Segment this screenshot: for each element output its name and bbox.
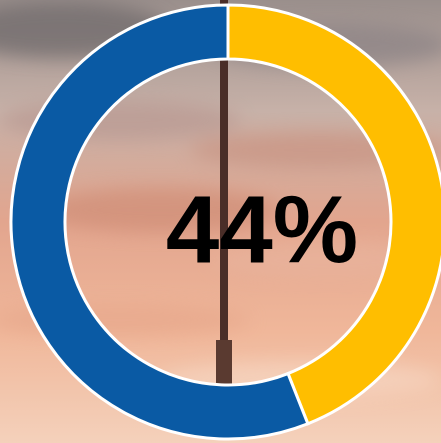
donut-segment (9, 3, 310, 441)
donut-segment (226, 3, 441, 426)
value-label: 44% (166, 177, 358, 284)
donut (9, 3, 441, 441)
